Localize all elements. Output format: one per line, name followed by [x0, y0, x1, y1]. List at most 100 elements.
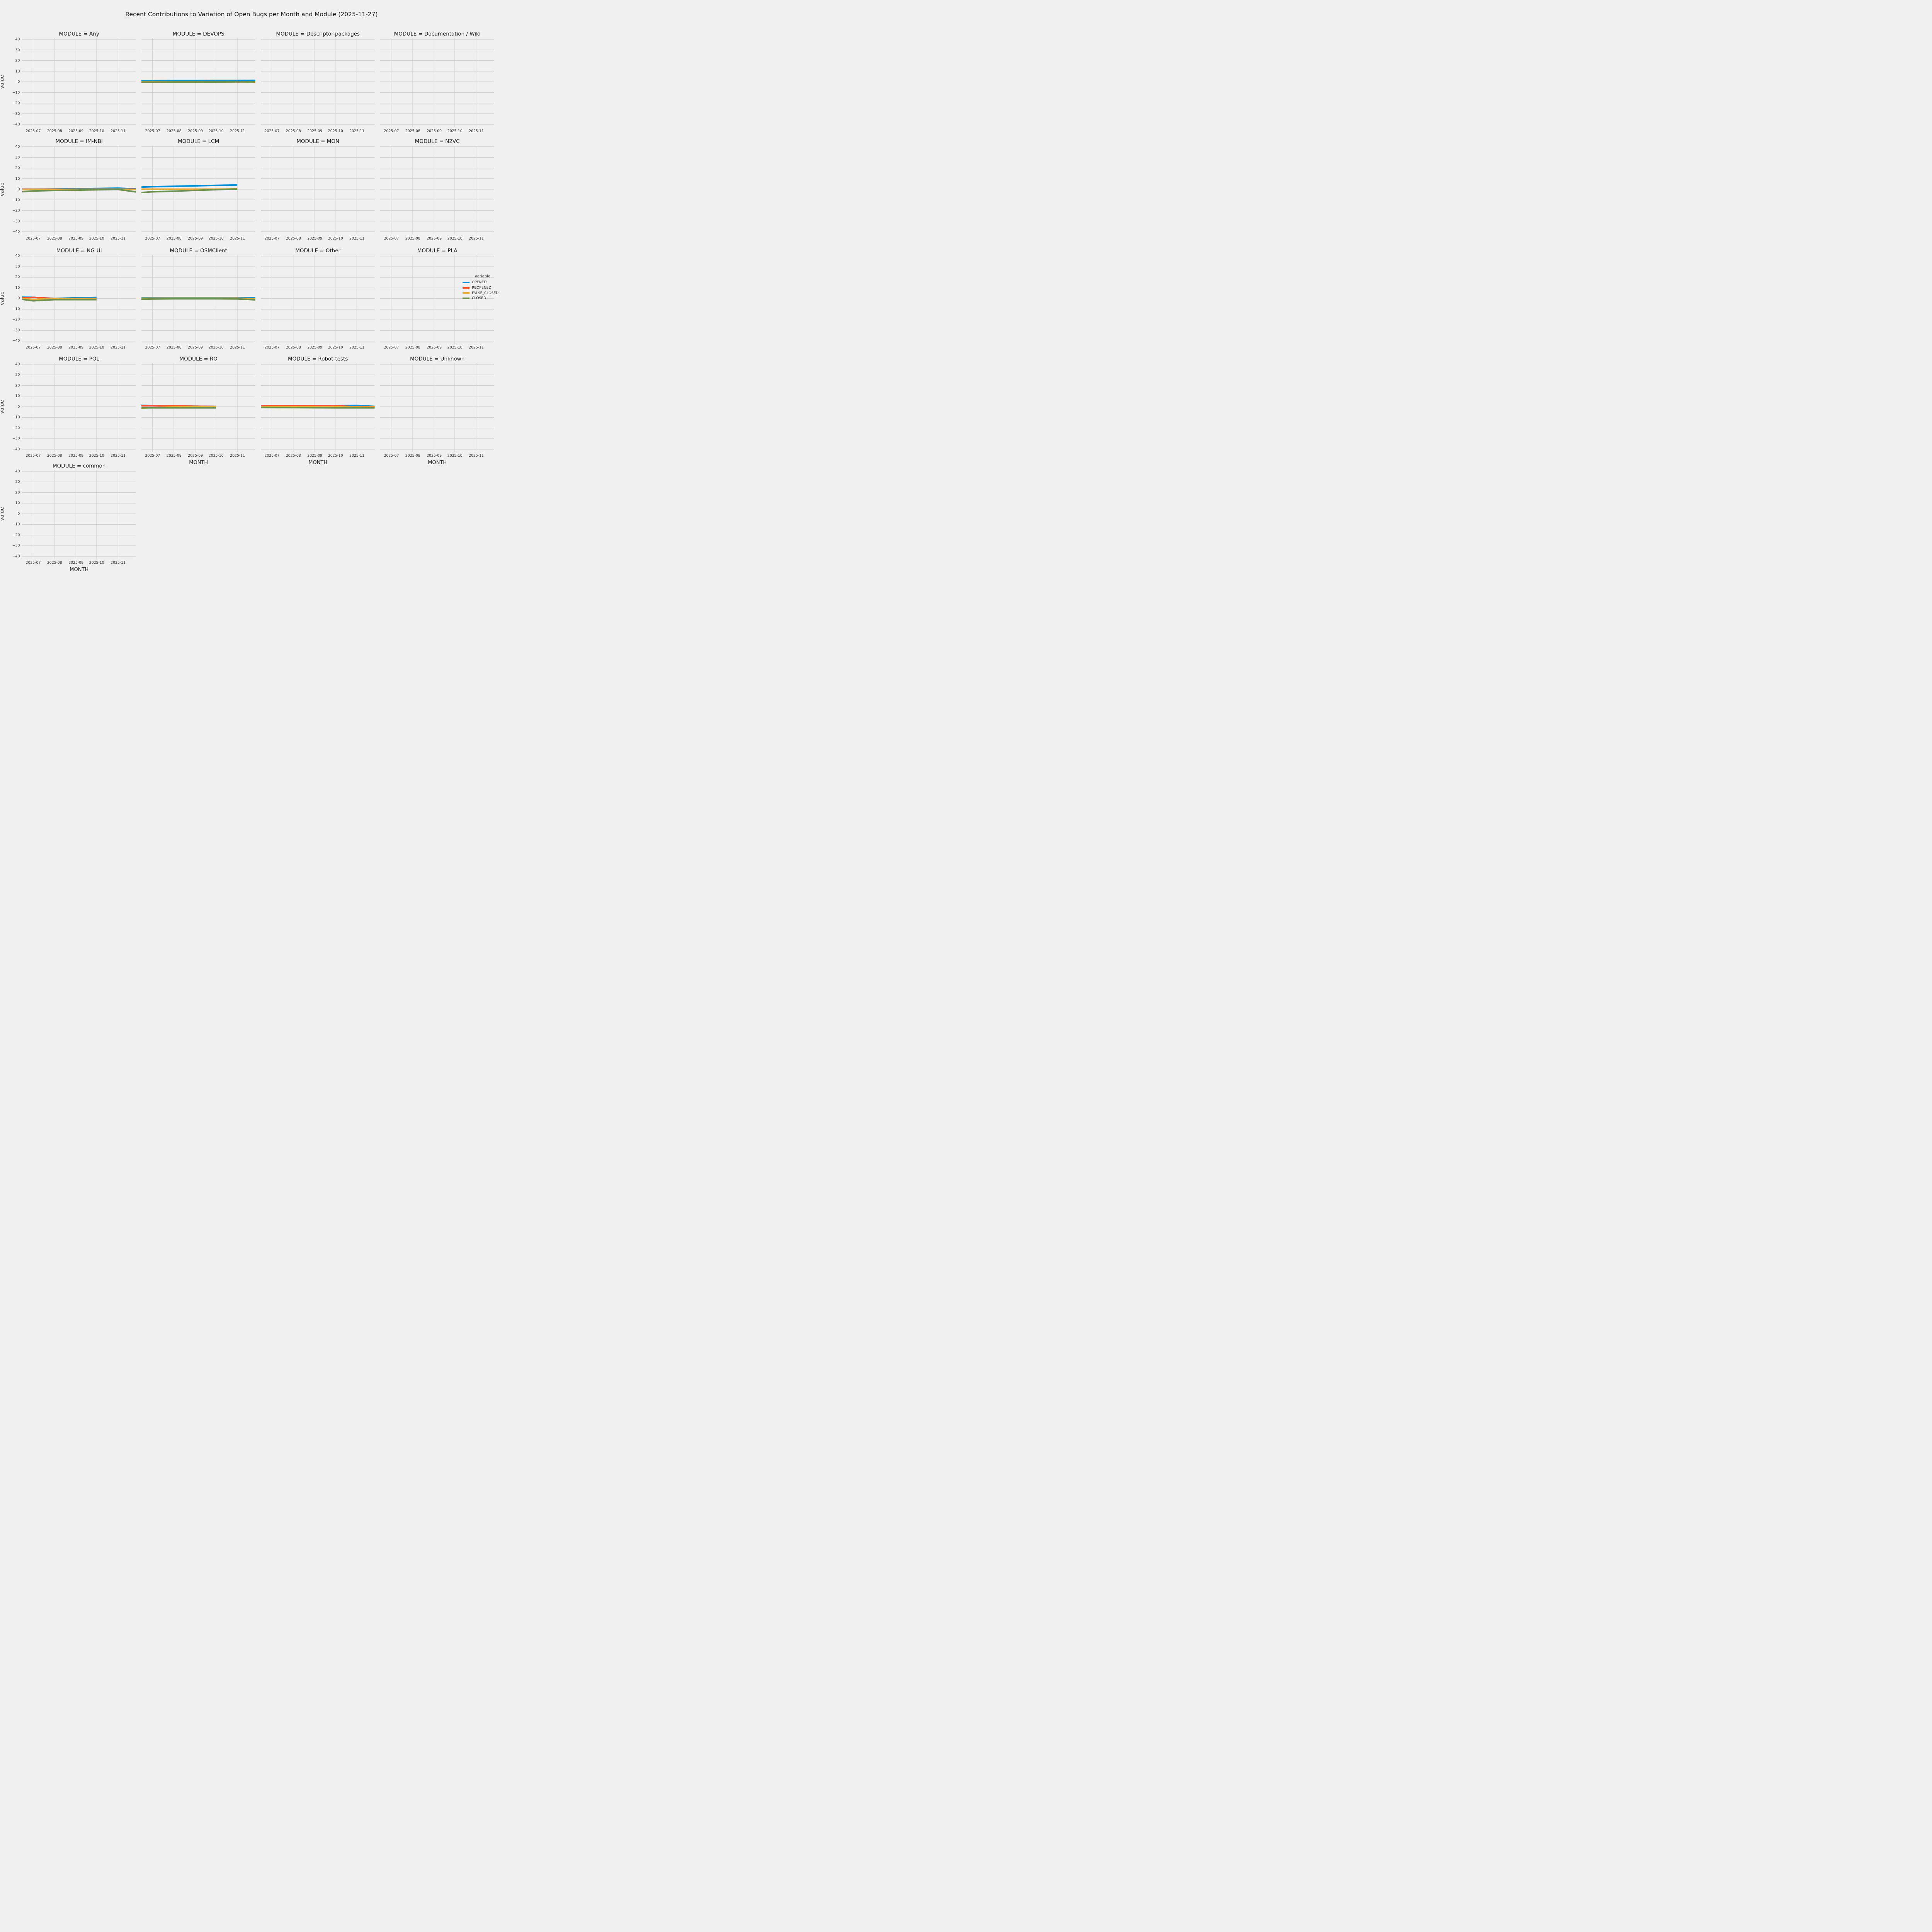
y-tick-label: 40	[15, 469, 20, 474]
y-tick-label: 30	[15, 264, 20, 269]
x-tick-label: 2025-10	[328, 236, 343, 241]
y-tick-label: 0	[17, 296, 20, 301]
y-tick-label: −40	[12, 554, 20, 559]
x-tick-label: 2025-11	[111, 129, 126, 133]
x-tick-label: 2025-09	[427, 454, 442, 458]
legend-label: REOPENED	[472, 286, 492, 290]
facet-panel-any	[22, 38, 136, 127]
x-tick-label: 2025-10	[89, 345, 104, 350]
x-tick-label: 2025-08	[47, 561, 62, 565]
x-tick-label: 2025-08	[166, 454, 182, 458]
facet-panel-devops	[141, 38, 256, 127]
x-tick-label: 2025-09	[68, 129, 84, 133]
plot-area	[22, 38, 136, 127]
plot-area	[261, 38, 375, 127]
line-CLOSED	[22, 189, 136, 193]
facet-panel-ro	[141, 363, 255, 452]
y-axis-label: value	[0, 182, 5, 196]
x-tick-label: 2025-11	[230, 345, 245, 350]
y-axis-label: value	[0, 291, 5, 306]
x-tick-label: 2025-08	[286, 236, 301, 241]
plot-area	[380, 255, 494, 344]
x-tick-label: 2025-07	[384, 454, 399, 458]
facet-panel-robot-tests	[261, 363, 375, 452]
plot-area	[141, 363, 255, 452]
facet-panel-common	[22, 470, 136, 559]
x-tick-label: 2025-10	[328, 129, 343, 133]
facet-title: MODULE = Unknown	[410, 355, 465, 362]
y-tick-label: 20	[15, 58, 20, 63]
x-tick-label: 2025-07	[384, 236, 399, 241]
x-tick-label: 2025-11	[469, 454, 484, 458]
plot-area	[261, 146, 375, 235]
facet-panel-ng-ui	[22, 255, 136, 344]
line-CLOSED	[141, 298, 256, 301]
facet-panel-pol	[22, 363, 136, 452]
plot-area	[22, 363, 136, 452]
facet-title: MODULE = IM-NBI	[55, 138, 103, 145]
x-tick-label: 2025-09	[427, 236, 442, 241]
x-tick-label: 2025-09	[307, 129, 323, 133]
x-tick-label: 2025-09	[68, 561, 84, 565]
legend-line-swatch	[463, 292, 469, 294]
x-tick-label: 2025-07	[264, 454, 280, 458]
y-tick-label: −30	[12, 112, 20, 116]
x-tick-label: 2025-11	[111, 345, 126, 350]
facet-title: MODULE = Descriptor-packages	[276, 31, 360, 37]
y-axis-label: value	[0, 75, 5, 89]
x-tick-label: 2025-11	[230, 129, 245, 133]
x-tick-label: 2025-07	[384, 345, 399, 350]
y-tick-label: 20	[15, 275, 20, 279]
facet-panel-pla	[380, 255, 494, 344]
x-tick-label: 2025-11	[230, 236, 245, 241]
x-tick-label: 2025-07	[26, 236, 41, 241]
x-tick-label: 2025-11	[469, 129, 484, 133]
y-tick-label: −30	[12, 436, 20, 441]
y-tick-label: −40	[12, 230, 20, 234]
facet-title: MODULE = Documentation / Wiki	[394, 31, 481, 37]
x-tick-label: 2025-10	[447, 236, 463, 241]
plot-area	[22, 470, 136, 559]
facet-title: MODULE = POL	[59, 355, 100, 362]
y-tick-label: −40	[12, 338, 20, 343]
y-tick-label: −10	[12, 90, 20, 95]
x-tick-label: 2025-10	[447, 129, 463, 133]
x-tick-label: 2025-09	[427, 345, 442, 350]
x-tick-label: 2025-08	[405, 345, 420, 350]
x-tick-label: 2025-08	[166, 129, 182, 133]
x-tick-label: 2025-10	[89, 454, 104, 458]
facet-panel-osmclient	[141, 255, 256, 344]
plot-area	[141, 255, 256, 344]
facet-panel-other	[261, 255, 375, 344]
x-tick-label: 2025-09	[307, 454, 323, 458]
legend-entry-false-closed: FALSE_CLOSED	[463, 290, 503, 296]
y-tick-label: 0	[17, 80, 20, 84]
y-tick-label: −40	[12, 122, 20, 127]
y-tick-label: 10	[15, 286, 20, 290]
x-tick-label: 2025-07	[264, 236, 280, 241]
facet-title: MODULE = MON	[296, 138, 340, 145]
plot-area	[380, 146, 494, 235]
x-tick-label: 2025-11	[349, 345, 365, 350]
y-tick-label: 10	[15, 177, 20, 181]
y-axis-label: value	[0, 507, 5, 521]
legend-line-swatch	[463, 287, 469, 289]
legend-line-swatch	[463, 297, 469, 299]
facet-title: MODULE = DEVOPS	[172, 31, 224, 37]
plot-area	[141, 38, 256, 127]
y-tick-label: 30	[15, 480, 20, 484]
x-tick-label: 2025-09	[188, 129, 203, 133]
y-tick-label: −20	[12, 208, 20, 213]
legend: variable OPENED REOPENED FALSE_CLOSED CLOSED	[463, 274, 503, 301]
facet-title: MODULE = Other	[295, 247, 341, 254]
x-axis-label: MONTH	[428, 460, 447, 466]
facet-panel-unknown	[380, 363, 494, 452]
x-tick-label: 2025-09	[188, 236, 203, 241]
y-tick-label: −30	[12, 219, 20, 223]
facet-title: MODULE = N2VC	[415, 138, 460, 145]
plot-area	[22, 146, 136, 235]
x-tick-label: 2025-11	[230, 454, 245, 458]
x-axis-label: MONTH	[189, 460, 208, 466]
facet-title: MODULE = Any	[59, 31, 99, 37]
line-CLOSED	[22, 298, 97, 302]
